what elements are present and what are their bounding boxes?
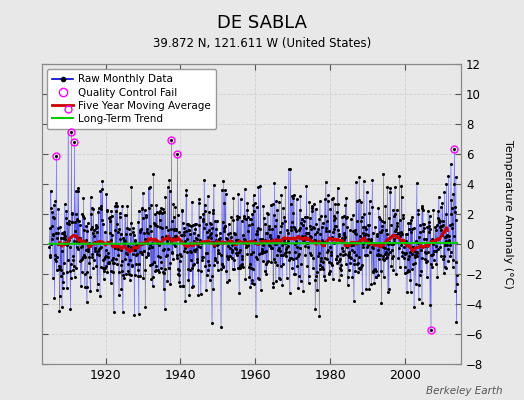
Text: Berkeley Earth: Berkeley Earth [427, 386, 503, 396]
Legend: Raw Monthly Data, Quality Control Fail, Five Year Moving Average, Long-Term Tren: Raw Monthly Data, Quality Control Fail, … [47, 69, 216, 129]
Y-axis label: Temperature Anomaly (°C): Temperature Anomaly (°C) [503, 140, 513, 288]
Text: DE SABLA: DE SABLA [217, 14, 307, 32]
Text: 39.872 N, 121.611 W (United States): 39.872 N, 121.611 W (United States) [153, 37, 371, 50]
